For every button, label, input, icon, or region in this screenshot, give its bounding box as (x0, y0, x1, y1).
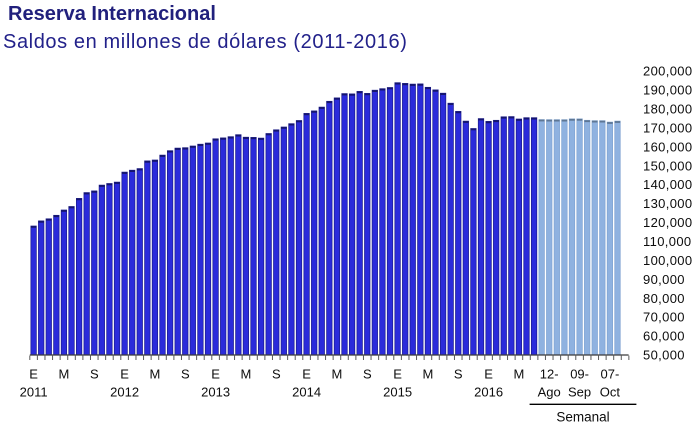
svg-text:S: S (454, 366, 463, 381)
svg-text:160,000: 160,000 (643, 139, 692, 154)
svg-text:2015: 2015 (383, 384, 412, 399)
svg-text:140,000: 140,000 (643, 177, 692, 192)
svg-text:70,000: 70,000 (643, 310, 685, 325)
svg-text:E: E (484, 366, 493, 381)
svg-text:M: M (422, 366, 433, 381)
svg-text:S: S (363, 366, 372, 381)
svg-text:180,000: 180,000 (643, 102, 692, 117)
svg-text:50,000: 50,000 (643, 348, 685, 363)
svg-text:190,000: 190,000 (643, 83, 692, 98)
svg-text:Oct: Oct (600, 384, 621, 399)
svg-text:S: S (181, 366, 190, 381)
svg-text:Sep: Sep (568, 384, 591, 399)
svg-text:2013: 2013 (201, 384, 230, 399)
svg-text:110,000: 110,000 (643, 234, 691, 249)
svg-text:150,000: 150,000 (643, 158, 692, 173)
svg-text:M: M (58, 366, 69, 381)
svg-text:90,000: 90,000 (643, 272, 685, 287)
svg-text:M: M (513, 366, 524, 381)
svg-text:2016: 2016 (474, 384, 503, 399)
svg-text:200,000: 200,000 (643, 64, 692, 79)
svg-text:100,000: 100,000 (643, 253, 692, 268)
svg-text:12-: 12- (540, 366, 559, 381)
svg-text:S: S (272, 366, 281, 381)
svg-text:E: E (211, 366, 220, 381)
svg-text:E: E (393, 366, 402, 381)
svg-text:Semanal: Semanal (556, 410, 609, 425)
svg-text:S: S (90, 366, 99, 381)
svg-text:2011: 2011 (20, 384, 48, 399)
svg-text:120,000: 120,000 (643, 215, 692, 230)
svg-text:M: M (149, 366, 160, 381)
svg-text:130,000: 130,000 (643, 196, 692, 211)
svg-text:M: M (240, 366, 251, 381)
svg-text:E: E (302, 366, 311, 381)
svg-text:80,000: 80,000 (643, 291, 685, 306)
svg-text:60,000: 60,000 (643, 329, 685, 344)
svg-text:07-: 07- (601, 366, 620, 381)
svg-text:2012: 2012 (110, 384, 139, 399)
svg-text:170,000: 170,000 (643, 120, 692, 135)
svg-text:M: M (331, 366, 342, 381)
svg-text:09-: 09- (570, 366, 589, 381)
svg-text:E: E (29, 366, 38, 381)
svg-text:E: E (120, 366, 129, 381)
svg-text:2014: 2014 (292, 384, 321, 399)
svg-text:Ago: Ago (538, 384, 561, 399)
